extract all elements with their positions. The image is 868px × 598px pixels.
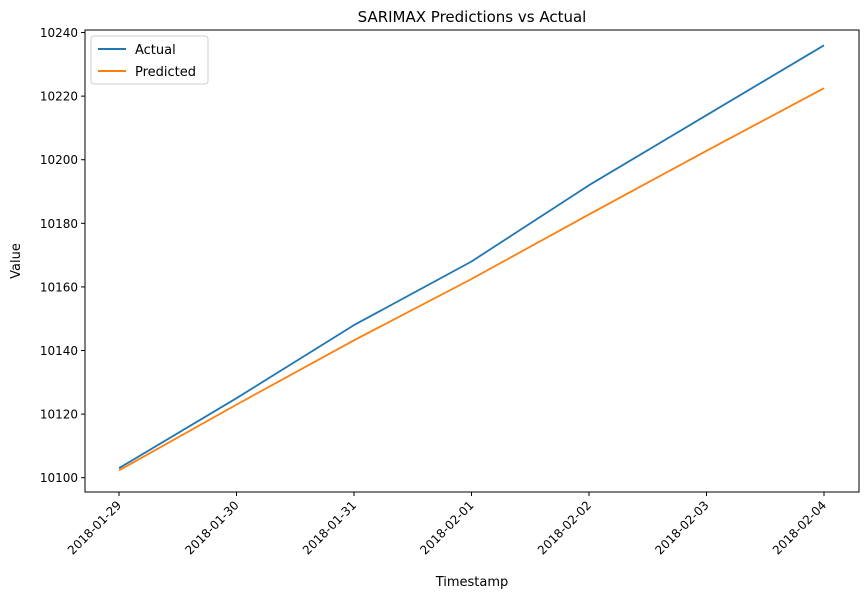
series-line-actual [118, 44, 825, 469]
y-axis-ticks: 10100 10120 10140 10160 10180 10200 10220 10240 [40, 26, 85, 485]
y-tick-label: 10220 [40, 90, 78, 104]
x-tick-label: 2018-01-29 [65, 498, 124, 557]
x-axis-label: Timestamp [435, 575, 509, 590]
y-tick-label: 10200 [40, 153, 78, 167]
series-line-predicted [118, 87, 825, 472]
x-tick-label: 2018-01-30 [182, 498, 241, 557]
x-tick-label: 2018-01-31 [300, 498, 359, 557]
y-tick-label: 10120 [40, 408, 78, 422]
x-tick-label: 2018-02-02 [535, 498, 594, 557]
legend: Actual Predicted [90, 35, 209, 85]
series-lines [118, 44, 825, 472]
legend-label-predicted: Predicted [135, 65, 196, 80]
y-tick-label: 10140 [40, 344, 78, 358]
legend-label-actual: Actual [135, 43, 176, 58]
y-tick-label: 10160 [40, 280, 78, 294]
y-axis-label: Value [9, 243, 24, 279]
y-tick-label: 10100 [40, 471, 78, 485]
y-tick-label: 10240 [40, 26, 78, 40]
x-axis-ticks: 2018-01-29 2018-01-30 2018-01-31 2018-02-01… [65, 492, 829, 557]
x-tick-label: 2018-02-04 [770, 498, 829, 557]
chart-title: SARIMAX Predictions vs Actual [358, 8, 587, 26]
x-tick-label: 2018-02-03 [652, 498, 711, 557]
x-tick-label: 2018-02-01 [417, 498, 476, 557]
y-tick-label: 10180 [40, 217, 78, 231]
